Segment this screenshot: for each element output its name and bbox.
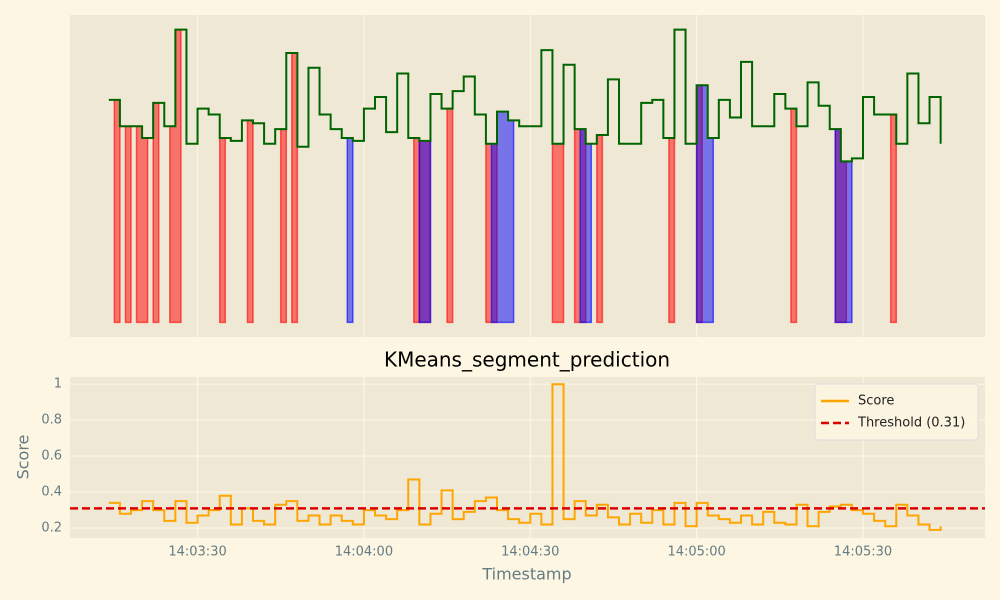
data-line <box>108 28 942 163</box>
region <box>413 137 421 324</box>
region <box>218 137 227 324</box>
region <box>135 125 149 324</box>
x-tick-label: 14:04:00 <box>335 545 393 560</box>
y-tick-label: 0.6 <box>41 449 62 464</box>
region <box>113 99 121 324</box>
x-tick-label: 14:04:30 <box>501 545 559 560</box>
region <box>551 143 565 324</box>
region <box>596 134 604 324</box>
y-axis-label: Score <box>14 435 33 480</box>
region <box>790 107 798 324</box>
region <box>246 119 254 324</box>
legend-box <box>814 383 979 441</box>
region <box>418 140 432 324</box>
x-tick-label: 14:05:30 <box>834 545 892 560</box>
y-tick-label: 0.8 <box>41 413 62 428</box>
y-tick-label: 0.4 <box>41 485 62 500</box>
chart-title: KMeans_segment_prediction <box>384 348 670 372</box>
x-tick-label: 14:03:30 <box>168 545 226 560</box>
legend-label: Score <box>858 394 894 409</box>
x-axis-label: Timestamp <box>481 565 571 584</box>
region <box>124 125 132 324</box>
y-tick-label: 0.2 <box>41 521 62 536</box>
region <box>346 137 354 324</box>
region <box>889 113 898 324</box>
region <box>668 137 676 324</box>
y-tick-label: 1 <box>54 377 62 392</box>
region <box>579 128 593 324</box>
region <box>279 128 288 324</box>
legend-label: Threshold (0.31) <box>857 416 965 431</box>
region <box>446 107 454 324</box>
x-tick-label: 14:05:00 <box>667 545 725 560</box>
